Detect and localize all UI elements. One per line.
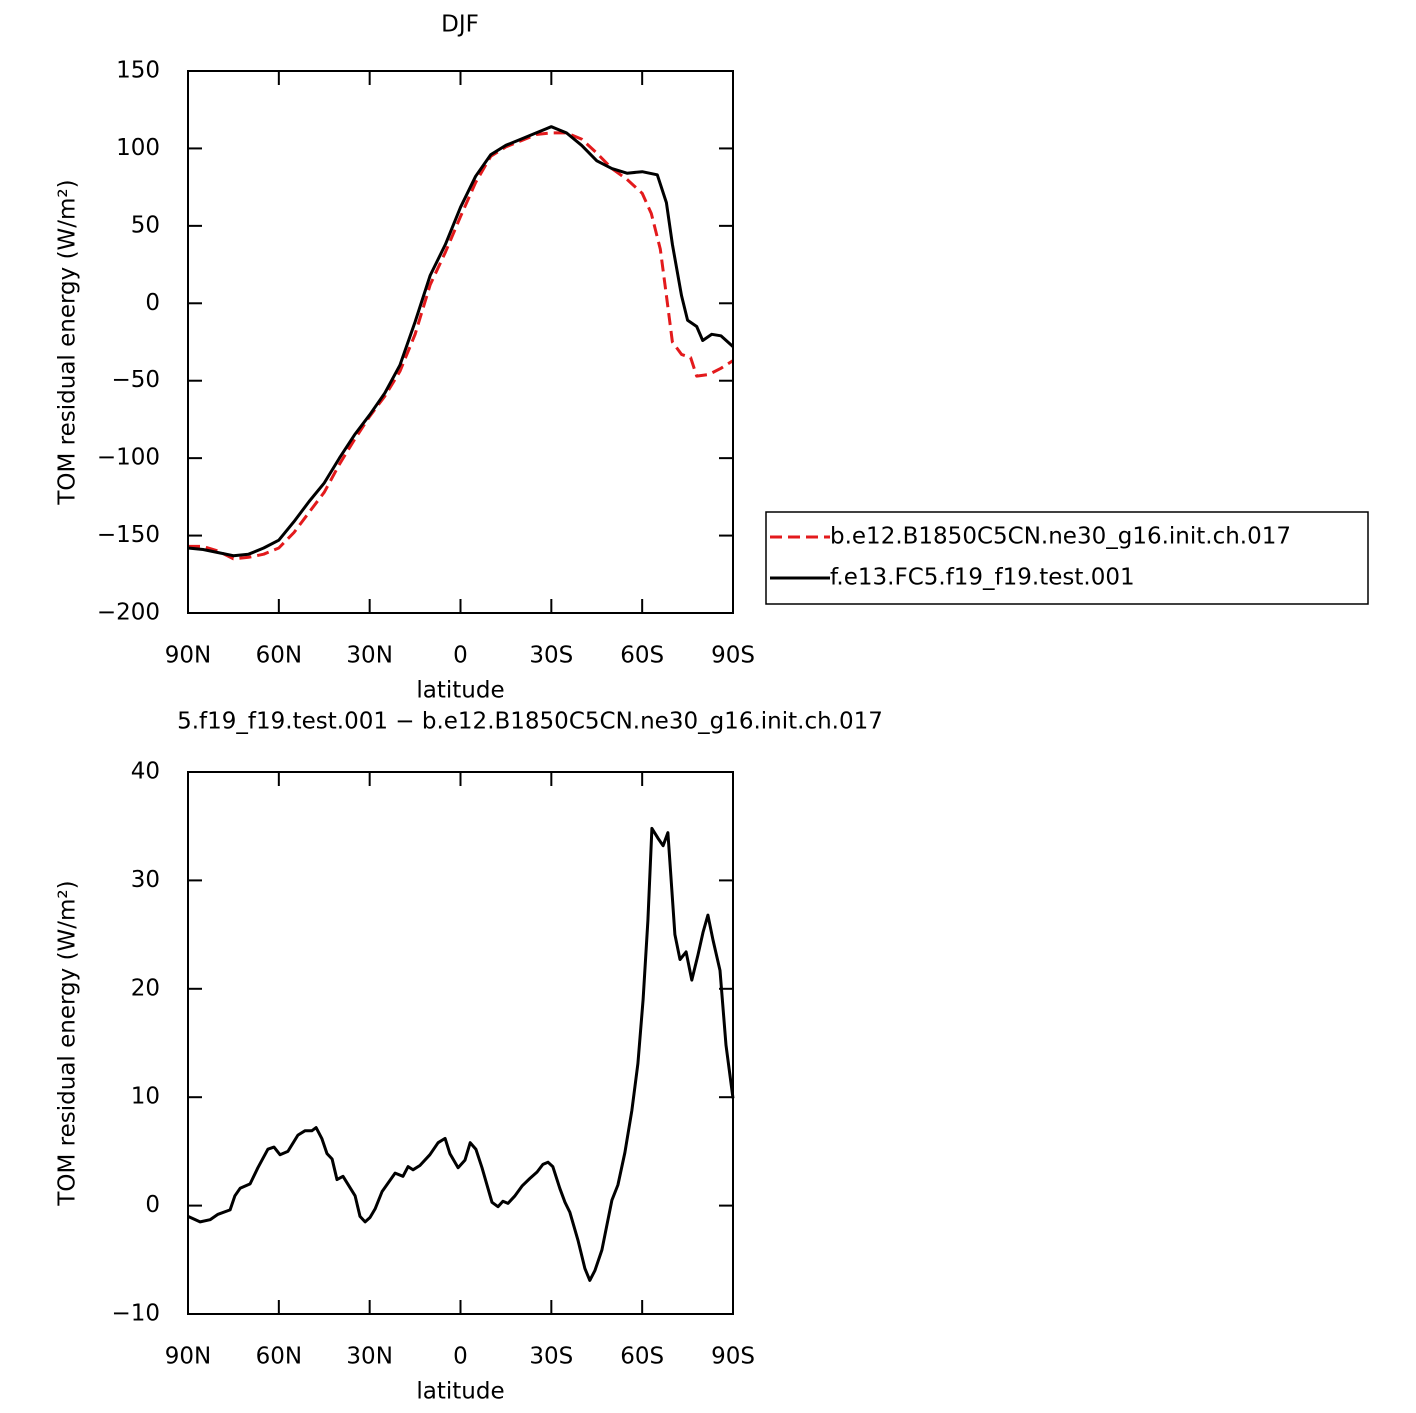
chart-title: DJF (441, 12, 479, 38)
y-tick-label: 50 (131, 212, 160, 238)
x-tick-label: 60S (620, 1344, 664, 1370)
x-tick-label: 60N (256, 1344, 302, 1370)
y-tick-label: 150 (116, 58, 160, 84)
y-axis-label: TOM residual energy (W/m²) (55, 880, 81, 1206)
data-line (187, 125, 734, 558)
y-tick-label: 100 (116, 135, 160, 161)
chart-title: 5.f19_f19.test.001 − b.e12.B1850C5CN.ne3… (177, 709, 883, 735)
legend-label: f.e13.FC5.f19_f19.test.001 (830, 565, 1135, 591)
data-line (188, 131, 734, 561)
x-tick-label: 0 (453, 643, 468, 669)
x-tick-label: 0 (453, 1344, 468, 1370)
x-tick-label: 30N (346, 643, 392, 669)
y-tick-label: 10 (131, 1084, 160, 1110)
x-tick-label: 30N (346, 1344, 392, 1370)
y-axis-label: TOM residual energy (W/m²) (55, 179, 81, 505)
x-tick-label: 90N (165, 1344, 211, 1370)
x-tick-label: 90S (711, 643, 755, 669)
x-tick-label: 30S (529, 1344, 573, 1370)
y-tick-label: −150 (97, 522, 160, 548)
x-tick-label: 90N (165, 643, 211, 669)
plot-frame (187, 771, 734, 1315)
y-tick-label: 20 (131, 975, 160, 1001)
y-tick-label: −100 (97, 445, 160, 471)
x-axis-label: latitude (416, 678, 504, 704)
y-tick-label: −10 (111, 1301, 160, 1327)
plot-frame (187, 70, 734, 614)
y-tick-label: −200 (97, 600, 160, 626)
y-tick-label: 30 (131, 867, 160, 893)
x-tick-label: 90S (711, 1344, 755, 1370)
x-tick-label: 30S (529, 643, 573, 669)
y-tick-label: 0 (145, 1192, 160, 1218)
y-tick-label: −50 (111, 367, 160, 393)
y-tick-label: 40 (131, 759, 160, 785)
legend-label: b.e12.B1850C5CN.ne30_g16.init.ch.017 (830, 524, 1291, 550)
x-tick-label: 60N (256, 643, 302, 669)
x-axis-label: latitude (416, 1379, 504, 1405)
x-tick-label: 60S (620, 643, 664, 669)
data-line (187, 826, 735, 1282)
legend-box (765, 511, 1369, 605)
y-tick-label: 0 (145, 290, 160, 316)
